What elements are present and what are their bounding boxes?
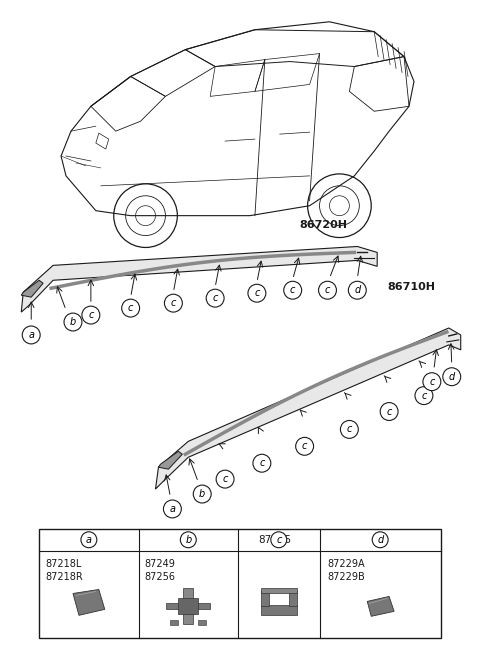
Text: c: c [259,458,264,468]
Bar [261,605,297,615]
Text: c: c [222,474,228,484]
Circle shape [164,500,181,518]
Circle shape [296,438,313,455]
Circle shape [443,368,461,386]
Circle shape [372,532,388,548]
Text: c: c [421,390,427,401]
Text: c: c [290,285,295,295]
Text: c: c [347,424,352,434]
Circle shape [180,532,196,548]
Text: b: b [185,535,192,544]
Text: c: c [213,293,218,303]
Text: 87229A
87229B: 87229A 87229B [327,559,365,582]
Text: 86720H: 86720H [300,220,348,230]
Text: c: c [276,535,281,544]
Text: c: c [386,407,392,417]
Text: c: c [254,288,260,298]
Circle shape [340,420,358,438]
Polygon shape [21,247,377,312]
Polygon shape [156,328,461,489]
Bar [167,604,179,609]
Bar [198,621,206,625]
Text: a: a [28,330,34,340]
Text: c: c [325,285,330,295]
Text: c: c [88,310,94,320]
Circle shape [271,532,287,548]
Text: 86710H: 86710H [387,282,435,292]
Circle shape [193,485,211,503]
Circle shape [415,386,433,405]
Polygon shape [73,590,105,615]
Circle shape [122,299,140,317]
Bar [198,604,210,609]
Circle shape [82,306,100,324]
Circle shape [284,281,301,299]
Bar [39,529,441,638]
Bar [288,592,297,606]
Circle shape [216,470,234,488]
Text: d: d [354,285,360,295]
Polygon shape [21,280,43,297]
Text: b: b [199,489,205,499]
Bar [261,592,269,606]
Text: c: c [302,441,307,451]
Bar [261,588,297,594]
Circle shape [319,281,336,299]
Circle shape [165,294,182,312]
Text: c: c [171,298,176,308]
Text: a: a [86,535,92,544]
Circle shape [206,289,224,307]
Bar [179,598,198,614]
Circle shape [248,284,266,302]
Text: d: d [377,535,384,544]
Text: 87249
87256: 87249 87256 [144,559,176,582]
Text: b: b [70,317,76,327]
Bar [183,588,193,598]
Text: c: c [128,303,133,313]
Text: d: d [449,372,455,382]
Text: 87218L
87218R: 87218L 87218R [45,559,83,582]
Circle shape [253,454,271,472]
Text: a: a [169,504,175,514]
Circle shape [22,326,40,344]
Polygon shape [158,451,182,469]
Circle shape [423,373,441,390]
Circle shape [348,281,366,299]
Circle shape [64,313,82,331]
Bar [170,621,179,625]
Text: 87255: 87255 [258,535,291,544]
Polygon shape [367,596,394,617]
Circle shape [81,532,97,548]
Bar [183,614,193,625]
Circle shape [380,403,398,420]
Text: c: c [429,377,434,386]
